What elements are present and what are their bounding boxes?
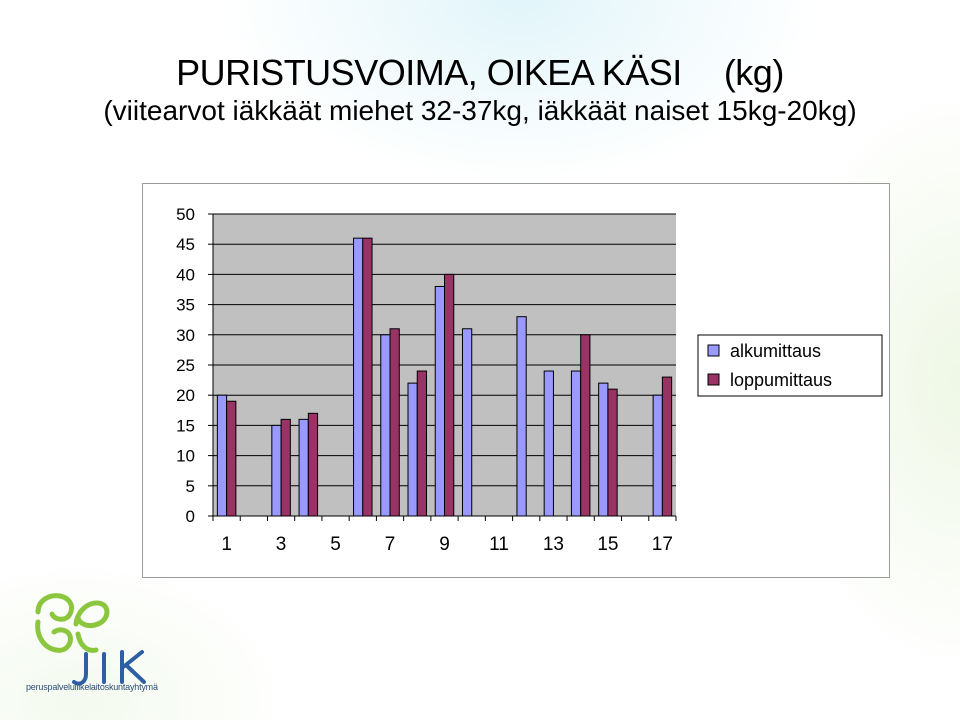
y-tick-label: 15 (176, 416, 195, 435)
bar-alkumittaus (570, 370, 582, 517)
y-tick-label: 40 (176, 265, 195, 284)
x-tick-label: 3 (276, 534, 287, 555)
x-tick-label: 13 (543, 534, 564, 555)
x-tick-label: 9 (439, 534, 450, 555)
bar-alkumittaus (461, 328, 473, 517)
logo-caption: peruspalveluliikelaitoskuntayhtymä (26, 682, 158, 692)
bar-loppumittaus (226, 400, 237, 517)
title-text: PURISTUSVOIMA, OIKEA KÄSI (176, 52, 682, 93)
bar-alkumittaus (407, 382, 418, 517)
x-tick-label: 5 (330, 534, 341, 555)
bar-alkumittaus (216, 394, 228, 517)
legend-swatch (707, 344, 720, 357)
x-tick-label: 11 (489, 534, 509, 555)
bar-loppumittaus (444, 273, 455, 517)
bar-alkumittaus (543, 370, 554, 517)
y-tick-label: 45 (176, 235, 195, 254)
x-tick-label: 17 (652, 534, 673, 555)
legend (697, 334, 883, 397)
bar-loppumittaus (280, 418, 291, 517)
y-tick-label: 50 (176, 205, 195, 224)
bar-alkumittaus (516, 316, 527, 517)
y-tick-label: 0 (186, 507, 195, 526)
bar-alkumittaus (298, 418, 309, 517)
y-tick-label: 10 (176, 447, 195, 466)
x-tick-label: 1 (221, 534, 232, 555)
bar-loppumittaus (307, 412, 319, 517)
page-subtitle: (viitearvot iäkkäät miehet 32-37kg, iäkk… (103, 95, 857, 126)
y-tick-label: 35 (176, 296, 195, 315)
bar-loppumittaus (661, 376, 673, 517)
bar-loppumittaus (607, 388, 618, 517)
y-tick-label: 30 (176, 326, 195, 345)
legend-swatch (707, 373, 720, 386)
bar-loppumittaus (362, 237, 373, 517)
y-tick-label: 20 (176, 386, 195, 405)
title-unit: (kg) (723, 52, 785, 93)
y-tick-label: 5 (186, 477, 195, 496)
y-tick-label: 25 (176, 356, 195, 375)
bar-alkumittaus (598, 382, 609, 517)
bar-alkumittaus (380, 334, 391, 517)
bar-alkumittaus (271, 424, 282, 517)
bar-loppumittaus (416, 370, 428, 517)
bar-loppumittaus (580, 334, 591, 517)
bar-alkumittaus (652, 394, 663, 517)
bar-alkumittaus (353, 237, 364, 517)
jik-logo-icon (35, 593, 146, 686)
legend-label: alkumittaus (730, 341, 821, 361)
chart-frame: 0 5 10 15 20 25 30 35 40 45 50 1 3 5 7 9 11 13 15 17 alkumit… (142, 183, 890, 578)
bar-loppumittaus (389, 328, 400, 517)
legend-label: loppumittaus (730, 370, 832, 390)
bar-alkumittaus (434, 285, 445, 517)
x-tick-label: 7 (385, 534, 396, 555)
x-tick-label: 15 (597, 534, 618, 555)
page-title: PURISTUSVOIMA, OIKEA KÄSI (kg) (0, 52, 960, 94)
